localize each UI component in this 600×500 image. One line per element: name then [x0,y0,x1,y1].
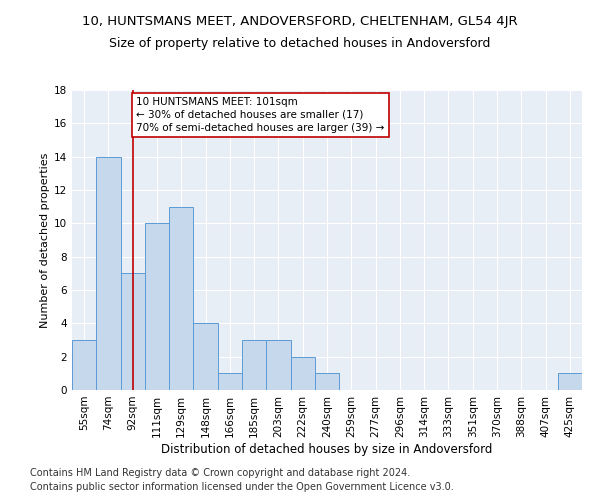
Bar [290,356,315,390]
Bar [72,340,96,390]
Bar [169,206,193,390]
Bar [96,156,121,390]
Bar [121,274,145,390]
Bar [315,374,339,390]
Bar [145,224,169,390]
Y-axis label: Number of detached properties: Number of detached properties [40,152,50,328]
Bar [242,340,266,390]
Bar [266,340,290,390]
Text: Contains public sector information licensed under the Open Government Licence v3: Contains public sector information licen… [30,482,454,492]
X-axis label: Distribution of detached houses by size in Andoversford: Distribution of detached houses by size … [161,442,493,456]
Text: 10 HUNTSMANS MEET: 101sqm
← 30% of detached houses are smaller (17)
70% of semi-: 10 HUNTSMANS MEET: 101sqm ← 30% of detac… [136,96,385,133]
Text: Size of property relative to detached houses in Andoversford: Size of property relative to detached ho… [109,38,491,51]
Bar [193,324,218,390]
Bar [558,374,582,390]
Text: Contains HM Land Registry data © Crown copyright and database right 2024.: Contains HM Land Registry data © Crown c… [30,468,410,477]
Text: 10, HUNTSMANS MEET, ANDOVERSFORD, CHELTENHAM, GL54 4JR: 10, HUNTSMANS MEET, ANDOVERSFORD, CHELTE… [82,15,518,28]
Bar [218,374,242,390]
